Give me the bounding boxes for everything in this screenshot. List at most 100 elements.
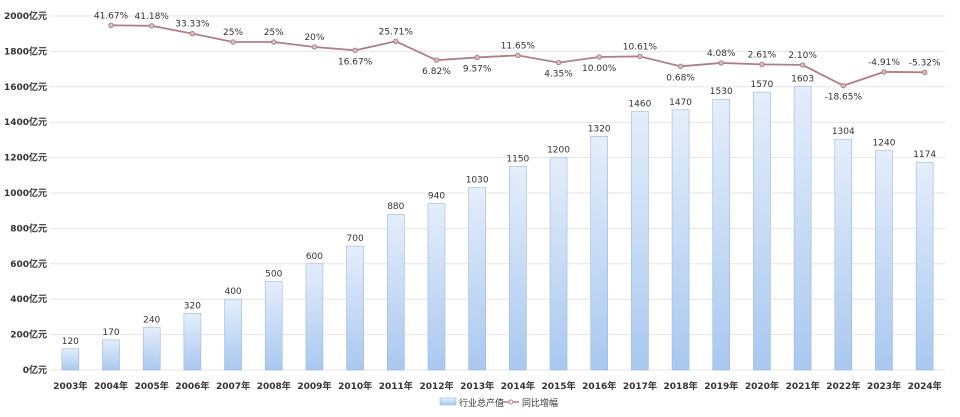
bar-value-label: 1200 [547,146,570,156]
growth-point [393,38,399,44]
x-tick-label: 2003年 [53,380,87,392]
growth-value-label: 2.61% [748,50,777,60]
y-tick-label: 2000亿元 [4,10,47,22]
growth-value-label: 20% [304,33,324,43]
bar [712,98,731,371]
growth-point [799,62,806,68]
bar [427,203,446,371]
x-tick-label: 2010年 [338,380,372,392]
y-tick-label: 1000亿元 [4,187,47,199]
bar [753,91,771,371]
growth-point [637,53,643,60]
x-tick-label: 2022年 [826,380,860,392]
growth-value-label: 11.65% [501,41,536,51]
growth-value-label: 41.18% [135,12,170,22]
growth-point [515,52,521,59]
x-tick-label: 2021年 [786,380,820,392]
bar-value-label: 880 [387,202,404,212]
growth-value-label: -4.91% [868,58,900,68]
x-tick-label: 2019年 [704,380,738,392]
bar-value-label: 1150 [506,154,529,164]
bar-value-label: 1530 [710,87,733,97]
growth-value-label: 25% [223,28,243,38]
legend-bar-swatch [439,397,457,406]
growth-value-label: 25.71% [379,27,414,37]
y-tick-label: 1800亿元 [4,45,47,57]
growth-point [311,44,318,50]
bar [793,85,812,371]
y-tick-label: 1200亿元 [4,152,47,164]
growth-value-label: 16.67% [338,57,373,67]
y-tick-label: 800亿元 [10,222,47,234]
y-tick-label: 600亿元 [10,258,47,270]
x-tick-label: 2004年 [94,380,128,392]
bar-value-label: 170 [102,328,119,338]
bar [346,245,364,371]
bar-value-label: 940 [428,192,445,202]
growth-value-label: 6.82% [422,67,451,77]
legend-line-label: 同比增幅 [522,397,558,409]
x-tick-label: 2018年 [664,380,698,392]
bar-value-label: 1603 [791,74,814,84]
growth-point [474,54,480,61]
bar [509,166,527,371]
x-tick-label: 2020年 [745,380,779,392]
growth-value-label: 10.61% [623,42,658,52]
growth-point [840,82,846,89]
bar [386,213,405,371]
bar-value-label: 1320 [588,124,611,134]
growth-point [718,60,724,66]
growth-point [149,23,155,29]
bar [264,281,283,371]
bar-value-label: 240 [143,316,160,326]
legend: 行业总产值 同比增幅 [439,397,558,409]
growth-point [189,30,196,37]
y-tick-label: 400亿元 [10,293,47,305]
bar-value-label: 320 [184,301,201,311]
x-tick-label: 2017年 [623,380,657,392]
growth-point [881,69,887,75]
bar-value-label: 1174 [913,150,936,160]
y-tick-label: 200亿元 [10,329,47,341]
bar [631,111,649,371]
x-tick-label: 2023年 [867,380,901,392]
growth-point [230,39,236,45]
x-tick-label: 2008年 [257,380,291,392]
bar-value-label: 1030 [466,176,489,186]
growth-point [921,69,928,76]
x-tick-label: 2015年 [541,380,575,392]
growth-value-label: 2.10% [788,51,817,61]
x-tick-label: 2011年 [379,380,413,392]
bar-value-label: 600 [306,252,323,262]
bar [183,313,202,371]
growth-value-label: -18.65% [825,93,863,103]
growth-point [555,59,562,66]
x-tick-label: 2014年 [501,380,535,392]
growth-value-label: -5.32% [909,58,941,68]
x-tick-label: 2024年 [908,380,942,392]
bar [468,187,486,371]
bar [305,263,324,371]
bar [875,150,893,371]
bar-value-label: 500 [265,270,282,280]
x-tick-label: 2006年 [175,380,209,392]
bar [61,348,80,371]
bar [224,298,242,371]
growth-value-label: 41.67% [94,11,129,21]
bar-value-label: 1570 [750,80,773,90]
y-tick-label: 1600亿元 [4,81,47,93]
y-tick-label: 1400亿元 [4,116,47,128]
growth-point [759,61,765,68]
bar [590,136,609,371]
x-tick-label: 2012年 [419,380,453,392]
bar-value-label: 120 [62,337,79,347]
bar-value-label: 700 [347,234,364,244]
bar-value-label: 1304 [832,127,855,137]
bar [671,109,690,371]
growth-point [108,22,114,29]
growth-point [433,57,440,63]
bar-value-label: 1240 [873,139,896,149]
growth-value-label: 25% [264,28,284,38]
x-tick-label: 2005年 [135,380,169,392]
x-tick-label: 2016年 [582,380,616,392]
